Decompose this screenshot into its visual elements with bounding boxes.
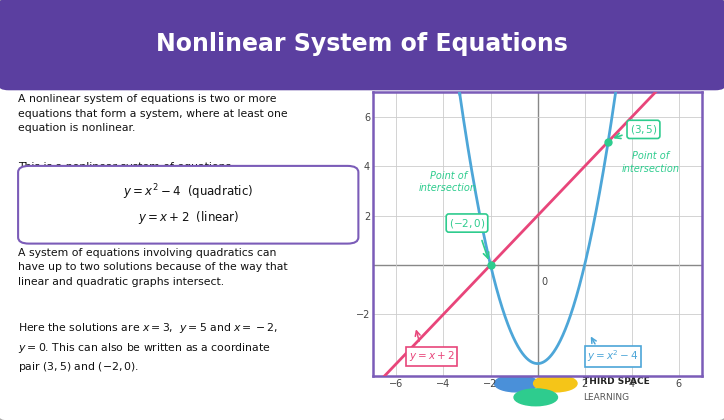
Circle shape [534, 375, 577, 392]
Text: A system of equations involving quadratics can
have up to two solutions because : A system of equations involving quadrati… [18, 248, 287, 286]
Text: 0: 0 [541, 277, 547, 287]
Text: A nonlinear system of equations is two or more
equations that form a system, whe: A nonlinear system of equations is two o… [18, 94, 287, 133]
Text: Nonlinear System of Equations: Nonlinear System of Equations [156, 32, 568, 56]
Circle shape [494, 375, 538, 392]
Bar [9, 50, 715, 84]
Text: $y = x + 2$: $y = x + 2$ [409, 349, 455, 363]
Text: THIRD SPACE: THIRD SPACE [583, 377, 649, 386]
Text: $y = x^2 - 4$  (quadratic): $y = x^2 - 4$ (quadratic) [123, 183, 253, 202]
FancyBboxPatch shape [0, 0, 724, 90]
Circle shape [514, 389, 557, 406]
Text: LEARNING: LEARNING [583, 393, 629, 402]
Text: Here the solutions are $x = 3$,  $y = 5$ and $x = -2$,
$y = 0$. This can also be: Here the solutions are $x = 3$, $y = 5$ … [18, 321, 278, 374]
Text: $(-2, 0)$: $(-2, 0)$ [449, 217, 485, 230]
FancyBboxPatch shape [18, 166, 358, 244]
Text: $y = x + 2$  (linear): $y = x + 2$ (linear) [138, 209, 239, 226]
Text: This is a nonlinear system of equations:: This is a nonlinear system of equations: [18, 162, 235, 172]
Text: Point of
intersection: Point of intersection [419, 171, 477, 194]
Text: $(3, 5)$: $(3, 5)$ [630, 123, 657, 136]
Text: $y = x^2 - 4$: $y = x^2 - 4$ [587, 348, 639, 364]
Text: Point of
intersection: Point of intersection [621, 151, 680, 174]
